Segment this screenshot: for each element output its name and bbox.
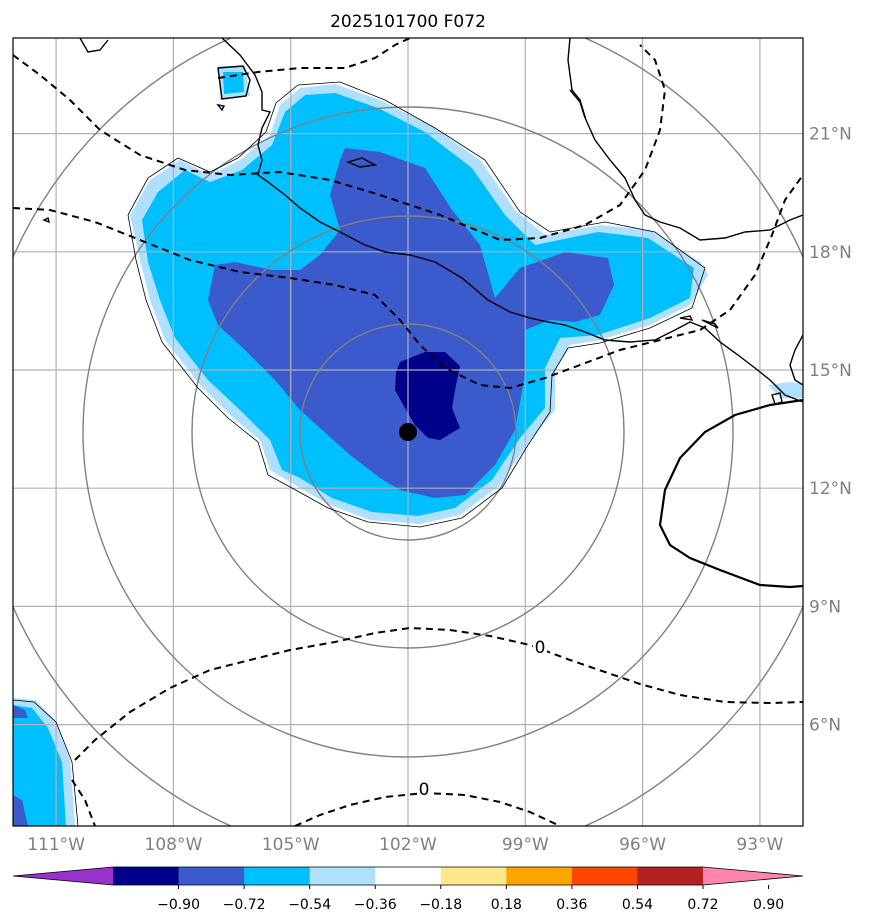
colorbar-tick-label: 0.36 bbox=[556, 897, 587, 913]
colorbar-tick-label: 0.54 bbox=[622, 897, 653, 913]
y-tick-label: 12°N bbox=[809, 479, 852, 499]
colorbar-tick-label: 0.72 bbox=[687, 897, 718, 913]
colorbar-tick-label: 0.90 bbox=[753, 897, 784, 913]
contour-top bbox=[217, 38, 411, 79]
colorbar-segment bbox=[440, 867, 507, 885]
y-tick-labels: 21°N 18°N 15°N 12°N 9°N 6°N bbox=[809, 125, 852, 736]
x-tick-label: 102°W bbox=[379, 835, 437, 855]
contour-mid bbox=[13, 174, 803, 390]
island-coastbits bbox=[679, 315, 783, 405]
coast-yucatan bbox=[569, 89, 586, 119]
x-tick-label: 108°W bbox=[145, 835, 203, 855]
shade-royal-blue bbox=[208, 148, 614, 498]
island-dot bbox=[42, 216, 51, 224]
colorbar-tick-label: −0.90 bbox=[157, 897, 200, 913]
shade-ll-royal bbox=[13, 795, 28, 826]
dashed-contours bbox=[13, 38, 803, 826]
island-top bbox=[217, 65, 251, 100]
map-frame bbox=[12, 37, 804, 827]
y-tick-label: 9°N bbox=[809, 597, 841, 617]
range-ring-2 bbox=[191, 215, 625, 649]
range-ring-1 bbox=[299, 323, 517, 541]
contour-ll bbox=[71, 779, 96, 826]
chart-title: 2025101700 F072 bbox=[330, 12, 486, 32]
colorbar-segment bbox=[571, 867, 638, 885]
coast-baja bbox=[79, 38, 109, 53]
shade-top-island-sky bbox=[223, 72, 244, 94]
x-tick-labels: 111°W 108°W 105°W 102°W 99°W 96°W 93°W bbox=[27, 835, 783, 855]
contour-label: 0 bbox=[419, 780, 430, 800]
colorbar-segment bbox=[178, 867, 245, 885]
coast-main bbox=[221, 38, 803, 403]
solid-contour bbox=[658, 398, 803, 589]
gridlines bbox=[13, 38, 803, 826]
colorbar-tick-label: 0.18 bbox=[491, 897, 522, 913]
colorbar-tick-label: −0.54 bbox=[288, 897, 331, 913]
colorbar-segment bbox=[244, 867, 311, 885]
x-tick-label: 99°W bbox=[502, 835, 549, 855]
contour-upper bbox=[13, 44, 667, 242]
colorbar-outline bbox=[12, 866, 804, 886]
range-ring-3 bbox=[82, 106, 734, 758]
y-tick-label: 15°N bbox=[809, 361, 852, 381]
colorbar-segment bbox=[113, 867, 180, 885]
colorbar-extend-high bbox=[703, 867, 803, 885]
x-tick-label: 96°W bbox=[619, 835, 666, 855]
storm-center-marker bbox=[399, 423, 417, 441]
colorbar-tick-label: −0.36 bbox=[354, 897, 397, 913]
island-tres-marias bbox=[345, 157, 378, 168]
shade-ll-sky bbox=[13, 705, 66, 826]
contour-label: 0 bbox=[535, 638, 546, 658]
blob-outline bbox=[127, 81, 706, 528]
contour-lower bbox=[74, 626, 803, 761]
colorbar-extend-low bbox=[13, 867, 113, 885]
y-tick-label: 18°N bbox=[809, 243, 852, 263]
y-tick-label: 6°N bbox=[809, 716, 841, 736]
coast-east bbox=[789, 334, 803, 386]
coastlines bbox=[42, 38, 803, 405]
island-small bbox=[216, 104, 226, 112]
shade-navy bbox=[395, 352, 460, 440]
map-area: 0 0 bbox=[13, 38, 803, 826]
x-tick-label: 105°W bbox=[262, 835, 320, 855]
y-tick-label: 21°N bbox=[809, 125, 852, 145]
colorbar-segment bbox=[375, 867, 442, 885]
x-tick-label: 111°W bbox=[27, 835, 85, 855]
colorbar-tick-label: −0.72 bbox=[223, 897, 266, 913]
range-rings bbox=[13, 38, 803, 826]
colorbar-segment bbox=[506, 867, 573, 885]
colorbar-tick-label: −0.18 bbox=[419, 897, 462, 913]
colorbar-segment bbox=[309, 867, 376, 885]
x-tick-label: 93°W bbox=[736, 835, 783, 855]
shade-ll-royal-2 bbox=[13, 705, 28, 718]
colorbar bbox=[12, 866, 804, 886]
coast-gulf bbox=[567, 38, 803, 241]
colorbar-segment bbox=[637, 867, 704, 885]
colorbar-tick-labels: −0.90 −0.72 −0.54 −0.36 −0.18 0.18 0.36 0.54 0.7… bbox=[157, 885, 784, 913]
